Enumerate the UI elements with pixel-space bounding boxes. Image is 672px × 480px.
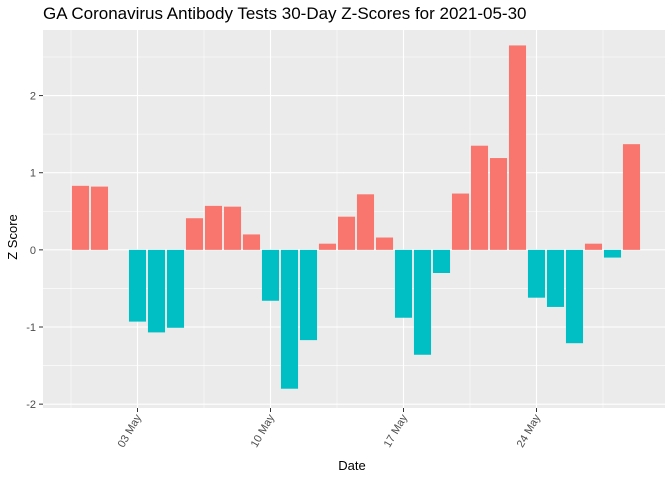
bar (223, 206, 242, 250)
bar (622, 144, 641, 250)
x-tick-label: 03 May (116, 412, 145, 450)
bar (603, 249, 622, 258)
y-tick-label: 1 (30, 168, 36, 180)
bar (413, 249, 432, 355)
y-tick-label: -1 (26, 322, 36, 334)
bar (71, 185, 90, 250)
bar (565, 249, 584, 344)
x-tick-label: 10 May (249, 412, 278, 450)
y-tick-label: 0 (30, 245, 36, 257)
bar (432, 249, 451, 273)
bar (470, 145, 489, 250)
bar (318, 243, 337, 250)
bar (489, 158, 508, 250)
y-tick-label: -2 (26, 399, 36, 411)
x-tick-label: 24 May (515, 412, 544, 450)
chart-title: GA Coronavirus Antibody Tests 30-Day Z-S… (43, 4, 527, 23)
bar (166, 249, 185, 328)
bar (527, 249, 546, 298)
bar (356, 194, 375, 250)
bar (280, 249, 299, 389)
bar (261, 249, 280, 301)
y-tick-label: 2 (30, 91, 36, 103)
bar (185, 218, 204, 250)
bar (204, 205, 223, 250)
bar (508, 45, 527, 250)
bar (147, 249, 166, 333)
bar (242, 234, 261, 250)
y-axis-title: Z Score (5, 214, 20, 260)
bar (394, 249, 413, 318)
bar (584, 243, 603, 250)
bar (337, 216, 356, 250)
bar (546, 249, 565, 307)
bars (71, 45, 641, 389)
y-axis: -2 -1 0 1 2 (26, 91, 43, 411)
bar (375, 237, 394, 250)
x-axis-title: Date (338, 458, 365, 473)
bar (451, 193, 470, 250)
bar (128, 249, 147, 322)
bar (299, 249, 318, 341)
bar (90, 186, 109, 250)
x-axis: 03 May 10 May 17 May 24 May (116, 408, 544, 450)
x-tick-label: 17 May (382, 412, 411, 450)
